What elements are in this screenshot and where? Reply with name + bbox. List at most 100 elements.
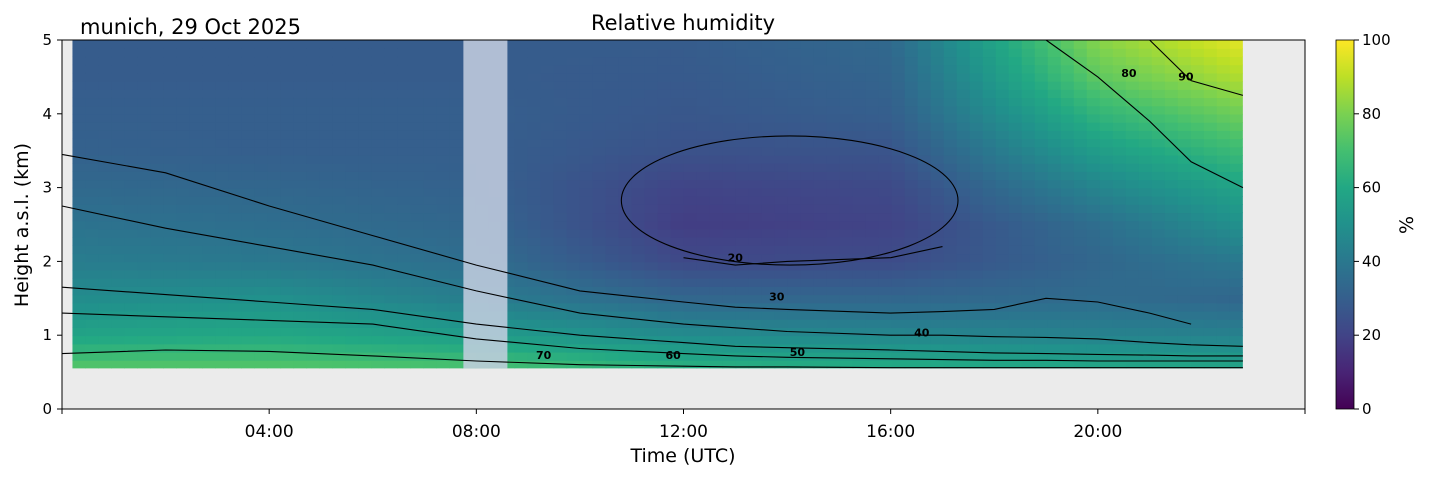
field-cell (1164, 48, 1179, 58)
field-cell (98, 179, 112, 189)
field-cell (540, 130, 555, 140)
field-cell (280, 212, 295, 222)
field-cell (735, 327, 750, 337)
field-cell (969, 212, 984, 222)
field-cell (423, 278, 438, 287)
field-cell (371, 171, 386, 181)
field-cell (930, 171, 945, 181)
field-cell (384, 113, 399, 123)
field-cell (787, 360, 802, 369)
field-cell (1099, 195, 1114, 205)
field-cell (540, 89, 555, 99)
field-cell (371, 245, 386, 255)
field-cell (631, 81, 646, 90)
field-cell (579, 294, 594, 304)
field-cell (566, 64, 581, 74)
field-cell (748, 105, 763, 115)
field-cell (319, 64, 334, 74)
field-cell (1177, 179, 1192, 189)
field-cell (319, 294, 334, 304)
field-cell (527, 97, 542, 107)
field-cell (800, 302, 815, 312)
field-cell (813, 294, 828, 304)
field-cell (774, 269, 789, 279)
field-cell (72, 228, 86, 238)
field-cell (956, 204, 971, 214)
field-cell (202, 204, 217, 214)
field-cell (1190, 89, 1205, 99)
field-cell (904, 72, 919, 82)
field-cell (410, 319, 425, 328)
field-cell (1203, 130, 1218, 140)
field-cell (1190, 130, 1205, 140)
field-cell (930, 146, 945, 156)
field-cell (995, 220, 1010, 230)
field-cell (410, 130, 425, 140)
field-cell (696, 310, 711, 320)
field-cell (618, 302, 633, 312)
field-cell (436, 294, 451, 304)
field-cell (1073, 261, 1088, 271)
field-cell (657, 154, 672, 164)
field-cell (176, 195, 191, 205)
field-cell (748, 138, 763, 148)
field-cell (1086, 310, 1101, 320)
field-cell (1060, 72, 1075, 82)
field-cell (241, 146, 256, 156)
field-cell (241, 253, 256, 263)
field-cell (449, 245, 464, 255)
field-cell (852, 187, 867, 197)
field-cell (592, 253, 607, 263)
field-cell (800, 261, 815, 271)
field-cell (709, 294, 724, 304)
field-cell (293, 122, 308, 131)
y-tick-label: 2 (42, 252, 52, 270)
field-cell (98, 351, 112, 361)
field-cell (1112, 360, 1127, 369)
field-cell (423, 171, 438, 181)
field-cell (1216, 72, 1231, 82)
field-cell (163, 343, 178, 353)
field-cell (1112, 351, 1127, 361)
field-cell (540, 294, 555, 304)
field-cell (982, 195, 997, 205)
field-cell (1060, 237, 1075, 246)
field-cell (683, 40, 698, 49)
field-cell (280, 294, 295, 304)
field-cell (1034, 138, 1049, 148)
field-cell (189, 351, 204, 361)
field-cell (930, 245, 945, 255)
field-cell (397, 237, 412, 246)
field-cell (917, 40, 932, 49)
field-cell (657, 179, 672, 189)
field-cell (332, 138, 347, 148)
field-cell (501, 204, 516, 214)
field-cell (930, 138, 945, 148)
field-cell (826, 228, 841, 238)
field-cell (813, 253, 828, 263)
field-cell (345, 343, 360, 353)
field-cell (527, 261, 542, 271)
field-cell (124, 154, 138, 164)
field-cell (371, 335, 386, 345)
field-cell (1216, 138, 1231, 148)
field-cell (722, 195, 737, 205)
field-cell (1216, 89, 1231, 99)
field-cell (176, 64, 191, 74)
field-cell (111, 64, 125, 74)
field-cell (735, 171, 750, 181)
field-cell (72, 245, 86, 255)
field-cell (592, 113, 607, 123)
field-cell (514, 130, 529, 140)
field-cell (358, 302, 373, 312)
field-cell (1177, 278, 1192, 287)
field-cell (1229, 171, 1243, 181)
field-cell (384, 89, 399, 99)
field-cell (917, 360, 932, 369)
field-cell (644, 122, 659, 131)
field-cell (137, 130, 151, 140)
field-cell (943, 294, 958, 304)
field-cell (735, 130, 750, 140)
field-cell (397, 286, 412, 296)
field-cell (1099, 302, 1114, 312)
